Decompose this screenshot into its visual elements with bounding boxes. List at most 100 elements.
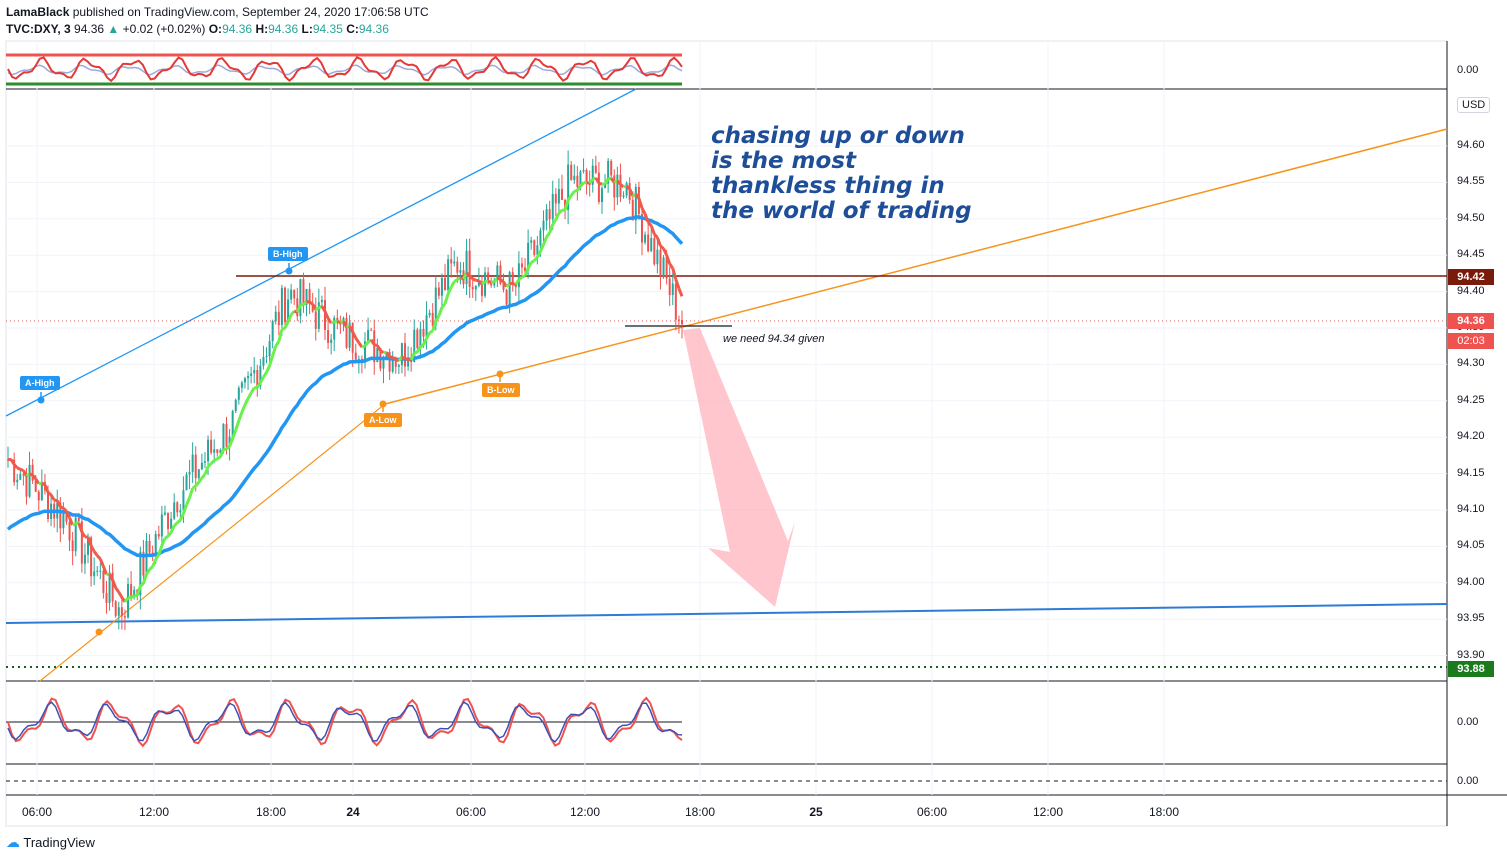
open-value: 94.36 xyxy=(222,22,253,36)
ema-segment xyxy=(440,302,447,309)
candle-body xyxy=(243,378,246,383)
ema-segment xyxy=(539,244,545,252)
candle-body xyxy=(524,267,527,271)
bar-countdown-tag: 02:03 xyxy=(1448,333,1494,349)
candle-body xyxy=(207,439,210,462)
ema-segment xyxy=(346,324,351,329)
candle-body xyxy=(681,319,683,325)
candle-body xyxy=(274,311,277,322)
candle-body xyxy=(77,517,80,522)
ema-segment xyxy=(102,565,108,576)
label-a-low[interactable]: A-Low xyxy=(364,413,402,427)
candle-body xyxy=(520,263,523,268)
currency-button[interactable]: USD xyxy=(1457,97,1491,113)
candle-body xyxy=(176,502,179,513)
candle-body xyxy=(487,272,490,282)
candle-body xyxy=(650,238,653,252)
ema-segment xyxy=(554,212,561,221)
ema-segment xyxy=(668,263,674,270)
candle-body xyxy=(47,490,50,520)
candle-body xyxy=(90,537,93,577)
ema-segment xyxy=(514,278,521,286)
candle-body xyxy=(170,518,173,529)
candle-body xyxy=(613,175,616,198)
symbol-name[interactable]: TVC:DXY, 3 xyxy=(6,22,71,36)
candle-body xyxy=(277,311,280,326)
ema-segment xyxy=(563,199,570,211)
last-value: 94.36 xyxy=(74,22,105,36)
label-a-high[interactable]: A-High xyxy=(20,376,60,390)
candle-body xyxy=(148,540,151,553)
candle-body xyxy=(662,257,665,277)
ema-segment xyxy=(557,209,563,215)
ema-segment xyxy=(576,185,582,192)
publisher-name[interactable]: LamaBlack xyxy=(6,5,70,19)
candle-body xyxy=(530,240,533,243)
ema-segment xyxy=(487,279,492,284)
candle-body xyxy=(410,360,413,363)
ema-segment xyxy=(389,355,394,359)
label-b-low[interactable]: B-Low xyxy=(482,383,520,397)
down-arrow-projection xyxy=(683,328,795,607)
candle-body xyxy=(354,352,357,360)
ema-segment xyxy=(588,178,594,185)
candle-body xyxy=(474,285,477,290)
candle-body xyxy=(391,360,394,372)
candle-body xyxy=(231,410,234,437)
ema-segment xyxy=(339,319,344,324)
ema-segment xyxy=(379,349,385,354)
candle-body xyxy=(99,570,102,572)
candle-body xyxy=(154,534,157,557)
osc-top-line xyxy=(7,55,683,83)
candle-body xyxy=(459,270,462,273)
ema-segment xyxy=(480,280,486,286)
change-value: +0.02 (+0.02%) xyxy=(122,22,206,36)
candle-body xyxy=(145,540,148,576)
ema-segment xyxy=(551,218,558,226)
text-note[interactable]: chasing up or down is the most thankless… xyxy=(711,124,972,224)
ema-segment xyxy=(598,181,603,186)
time-tick-label: 18:00 xyxy=(1148,805,1180,819)
candle-body xyxy=(188,472,191,475)
ema-segment xyxy=(182,504,188,515)
ema-segment xyxy=(13,463,19,469)
ema-segment xyxy=(647,221,653,227)
price-tick-label: 94.60 xyxy=(1457,139,1485,151)
candle-body xyxy=(299,279,302,317)
candle-body xyxy=(607,160,610,184)
ema-segment xyxy=(203,466,210,475)
ema-segment xyxy=(468,274,474,280)
candle-body xyxy=(336,317,339,321)
ema-segment xyxy=(634,193,641,200)
candle-body xyxy=(127,584,130,618)
candle-body xyxy=(416,329,419,348)
ema-segment xyxy=(472,277,477,282)
candle-body xyxy=(659,249,662,277)
candle-body xyxy=(428,312,431,316)
ema-segment xyxy=(342,320,348,328)
candle-body xyxy=(465,250,468,285)
candle-body xyxy=(22,474,25,476)
a-low-dot xyxy=(379,400,387,408)
candle-body xyxy=(213,449,216,453)
candle-body xyxy=(290,289,293,300)
ema-segment xyxy=(361,344,366,349)
ema-segment xyxy=(16,466,21,471)
ema-segment xyxy=(490,280,495,284)
ema-segment xyxy=(231,429,238,440)
tradingview-logo[interactable]: ☁ TradingView xyxy=(6,834,95,851)
price-tick-label: 94.25 xyxy=(1457,393,1485,406)
price-tick-label: 94.45 xyxy=(1457,248,1485,261)
b-high-dot xyxy=(285,267,293,275)
candle-body xyxy=(453,261,456,264)
label-b-high[interactable]: B-High xyxy=(268,247,308,261)
ema-segment xyxy=(308,300,314,306)
candle-body xyxy=(508,272,511,305)
candle-body xyxy=(397,365,400,367)
ema-segment xyxy=(108,573,114,581)
candle-body xyxy=(671,283,674,295)
support-price-tag: 93.88 xyxy=(1448,661,1494,677)
ema-segment xyxy=(499,278,505,283)
target-note[interactable]: we need 94.34 given xyxy=(723,333,825,345)
